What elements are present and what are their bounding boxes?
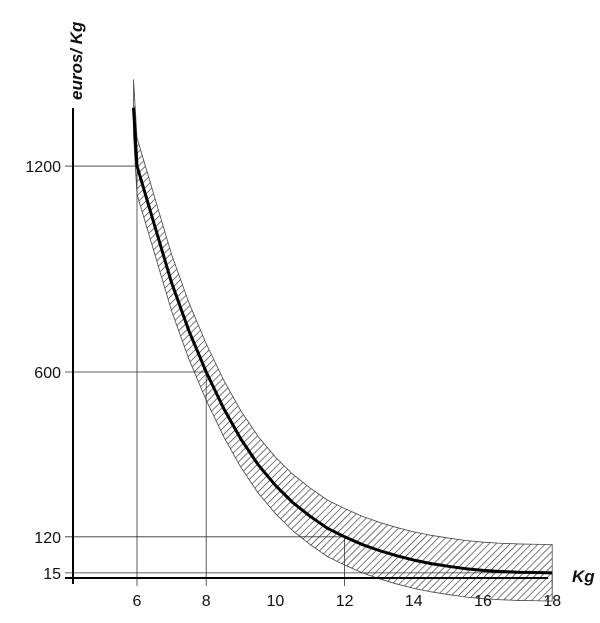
y-tick-120: 120 <box>34 530 61 547</box>
y-axis-label: euros/ Kg <box>67 21 86 100</box>
y-tick-600: 600 <box>34 365 61 382</box>
x-tick-10: 10 <box>267 593 285 610</box>
x-axis-label: Kg <box>572 567 595 586</box>
y-tick-1200: 1200 <box>25 159 61 176</box>
x-tick-18: 18 <box>543 593 561 610</box>
x-tick-16: 16 <box>474 593 492 610</box>
curve-layer <box>132 107 553 575</box>
y-tick-15: 15 <box>43 566 61 583</box>
tick-labels: 6 8 10 12 14 16 18 15 120 600 1200 <box>25 159 561 610</box>
x-tick-8: 8 <box>202 593 211 610</box>
reference-guides <box>65 165 553 586</box>
axes <box>65 108 548 584</box>
x-tick-6: 6 <box>133 593 142 610</box>
x-tick-14: 14 <box>405 593 423 610</box>
x-tick-12: 12 <box>336 593 354 610</box>
hatched-band <box>133 79 553 602</box>
uncertainty-band <box>133 79 553 602</box>
price-curve <box>132 107 553 575</box>
